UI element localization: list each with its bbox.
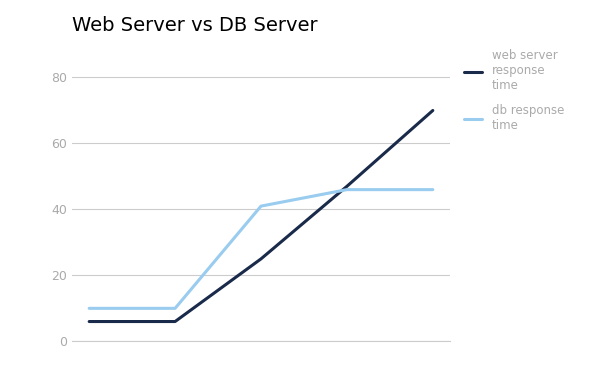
db response
time [343,187,350,192]
web server
response
time [257,257,265,261]
web server
response
time [172,319,179,324]
db response
time [172,306,179,311]
db response
time [429,187,436,192]
Text: Web Server vs DB Server: Web Server vs DB Server [72,16,317,35]
Legend: web server
response
time, db response
time: web server response time, db response ti… [460,45,569,137]
web server
response
time [343,184,350,188]
web server
response
time [429,108,436,113]
web server
response
time [86,319,93,324]
db response
time [86,306,93,311]
db response
time [257,204,265,209]
Line: web server
response
time: web server response time [89,111,433,322]
Line: db response
time: db response time [89,190,433,308]
